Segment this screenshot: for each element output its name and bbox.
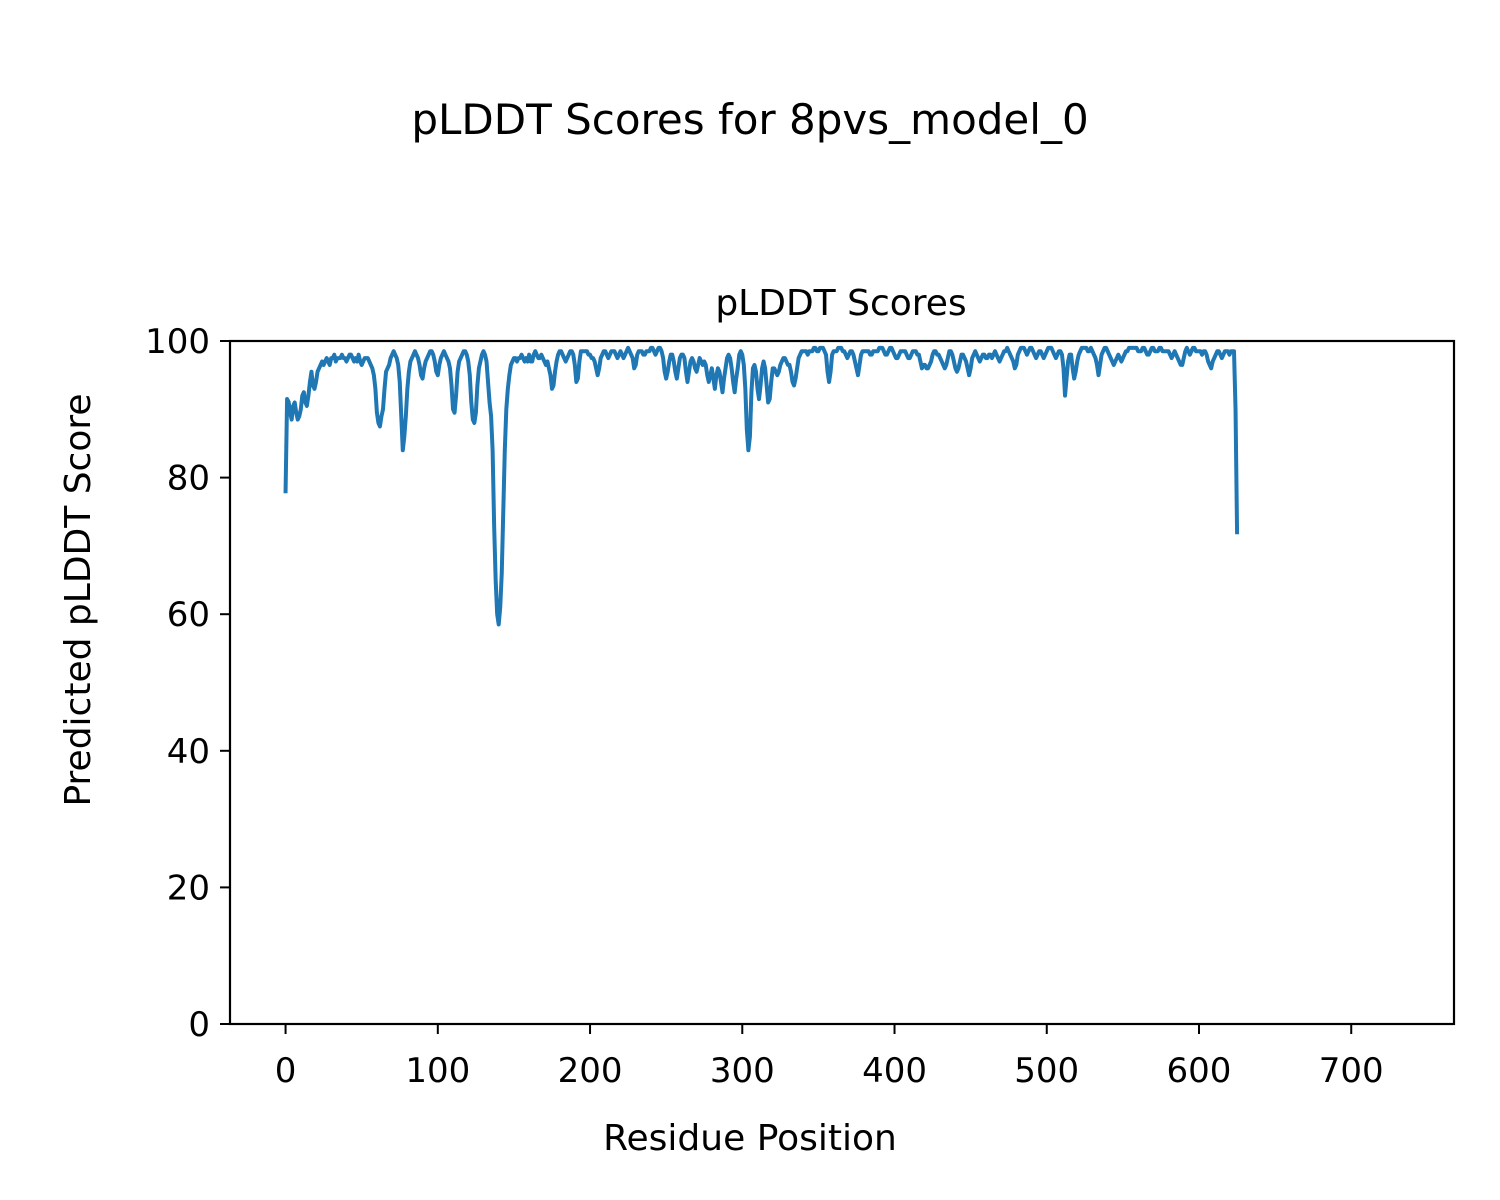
x-tick-label: 600 [1167, 1051, 1232, 1091]
axes: 0 100 200 300 400 500 600 700 0 20 40 60 80 100 [145, 322, 1384, 1091]
x-axis-label: Residue Position [603, 1118, 897, 1159]
y-tick-label: 100 [145, 322, 210, 362]
y-tick-label: 0 [188, 1005, 210, 1045]
plot-frame [228, 339, 1456, 1026]
x-tick-label: 200 [558, 1051, 623, 1091]
chart-title: pLDDT Scores [715, 283, 966, 324]
x-tick-label: 0 [275, 1051, 297, 1091]
x-tick-label: 100 [405, 1051, 470, 1091]
y-tick-label: 40 [167, 732, 210, 772]
y-axis-label: Predicted pLDDT Score [58, 393, 99, 806]
y-tick-label: 20 [167, 868, 210, 908]
x-tick-label: 700 [1319, 1051, 1384, 1091]
plot-area [283, 345, 1240, 627]
y-tick-label: 60 [167, 595, 210, 635]
x-tick-label: 300 [710, 1051, 775, 1091]
series-line [283, 345, 1240, 627]
x-tick-label: 500 [1014, 1051, 1079, 1091]
figure-suptitle: pLDDT Scores for 8pvs_model_0 [411, 95, 1088, 144]
x-tick-label: 400 [862, 1051, 927, 1091]
y-tick-label: 80 [167, 459, 210, 499]
